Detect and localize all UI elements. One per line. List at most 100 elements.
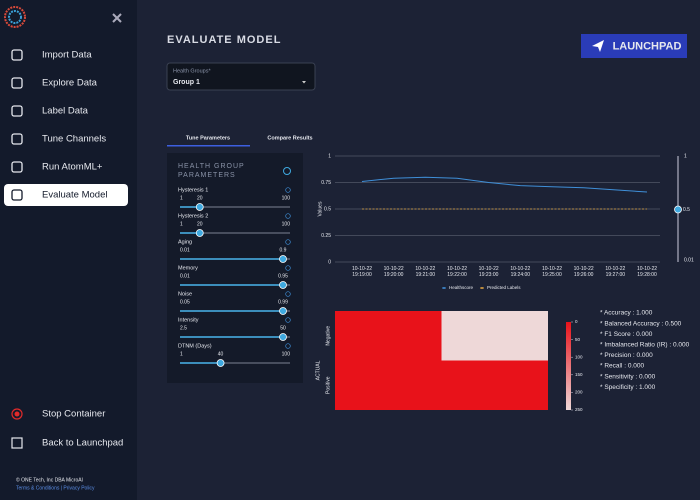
x-tick-label: 10-10-22 19:25:00	[541, 266, 562, 278]
y-axis-label: ACTUAL	[315, 360, 321, 380]
close-button[interactable]	[112, 13, 122, 23]
heatmap-cell	[335, 311, 442, 361]
heatmap-cell	[441, 311, 548, 361]
colorbar-label: 250	[575, 407, 583, 412]
slider-label: Intensity	[178, 317, 199, 323]
sidebar	[0, 0, 137, 500]
active-nav-background	[4, 184, 128, 206]
slider-knob[interactable]	[279, 255, 287, 263]
threshold-knob[interactable]	[674, 205, 682, 214]
launchpad-label[interactable]: LAUNCHPAD	[613, 40, 682, 52]
select-label: Health Groups*	[173, 68, 211, 74]
slider-label: Noise	[178, 291, 192, 297]
nav-icon	[11, 105, 23, 117]
tab[interactable]: Compare Results	[267, 135, 312, 141]
y-tick-label: 0.75	[321, 180, 331, 186]
help-icon	[285, 187, 291, 193]
slider-label: DTNM (Days)	[178, 343, 212, 349]
y-axis-label: Values	[317, 201, 323, 216]
slider-knob[interactable]	[216, 359, 225, 367]
heatmap-cell	[335, 360, 442, 410]
metric: * Balanced Accuracy : 0.500	[600, 320, 682, 327]
tabs: Tune Parameters Compare Results	[167, 135, 313, 147]
nav-item[interactable]: Explore Data	[42, 78, 98, 89]
colorbar-label: 0	[575, 319, 578, 324]
colorbar-label: 50	[575, 337, 581, 342]
nav-icon	[11, 77, 23, 89]
nav-item[interactable]: Tune Channels	[42, 134, 106, 145]
tab[interactable]: Tune Parameters	[186, 135, 230, 141]
nav-icon	[11, 161, 23, 173]
help-icon	[285, 343, 291, 349]
x-tick-box: 10-10-22 19:24:00	[510, 266, 530, 278]
y-tick-label: 0	[328, 259, 331, 265]
nav-item[interactable]: Import Data	[42, 50, 92, 61]
colorbar	[566, 322, 571, 410]
y-tick-label: 0.25	[321, 233, 331, 239]
legend-dot	[443, 287, 445, 289]
y-tick-label: 1	[328, 153, 331, 159]
slider-value: 20	[197, 195, 203, 201]
metric: * Precision : 0.000	[600, 352, 653, 359]
select-value[interactable]: Group 1	[173, 79, 200, 86]
nav-icon	[11, 189, 23, 201]
charts: 0 0.25 0.5 0.75 1 Values 10-10-22 19:19:00 10-1…	[315, 153, 694, 412]
threshold-value: 0.5	[683, 207, 690, 213]
slider-knob[interactable]	[279, 333, 287, 341]
slider-label: Memory	[178, 265, 198, 271]
x-tick-label: 10-10-22 19:20:00	[383, 266, 404, 278]
logo	[4, 6, 26, 28]
x-tick-box: 10-10-22 19:25:00	[541, 266, 562, 278]
slider-max: 0.9	[280, 247, 287, 253]
slider-max: 100	[282, 195, 291, 201]
slider-max: 100	[282, 351, 291, 357]
launchpad-icon	[592, 40, 604, 52]
nav-item[interactable]: Run AtomML+	[42, 162, 103, 173]
threshold-max: 1	[684, 153, 687, 159]
help-icon	[285, 265, 291, 271]
copyright: © ONE Tech, Inc DBA MicroAI	[16, 476, 83, 483]
back-icon	[11, 437, 23, 449]
slider-knob[interactable]	[279, 281, 287, 289]
x-tick-label: 10-10-22 19:27:00	[605, 266, 626, 278]
legend-label: Healthscore	[449, 285, 474, 290]
nav-item[interactable]: Label Data	[42, 106, 89, 117]
slider-label: Hysteresis 2	[178, 213, 208, 219]
colorbar-label: 100	[575, 354, 583, 359]
slider-label: Hysteresis 1	[178, 187, 208, 193]
parameters-panel	[167, 153, 303, 383]
nav-item[interactable]: Stop Container	[42, 409, 105, 420]
nav-item[interactable]: Evaluate Model	[42, 190, 107, 201]
nav-item[interactable]: Back to Launchpad	[42, 438, 123, 449]
threshold-min: 0.01	[684, 257, 694, 263]
slider-max: 100	[282, 221, 291, 227]
slider-value: 20	[197, 221, 203, 227]
x-tick-box: 10-10-22 19:28:00	[637, 266, 657, 278]
refresh-icon[interactable]	[283, 167, 291, 175]
y-tick-label: 0.5	[324, 206, 331, 212]
slider-knob[interactable]	[195, 229, 204, 237]
x-tick-label: 10-10-22 19:21:00	[415, 266, 436, 278]
group-select[interactable]	[166, 62, 316, 91]
stop-icon	[11, 408, 23, 420]
legend-dot	[481, 287, 483, 289]
metric: * F1 Score : 0.000	[600, 331, 653, 338]
slider-label: Aging	[178, 239, 192, 245]
row-label: Positive	[325, 376, 331, 394]
metric: * Sensitivity : 0.000	[600, 373, 656, 380]
legend-label: Predicted Labels	[487, 285, 521, 290]
row-label: Negative	[325, 326, 331, 346]
slider-min: 1	[180, 195, 183, 201]
stop-icon-dot	[14, 411, 20, 417]
nav-icon	[11, 133, 23, 145]
colorbar-label: 200	[575, 390, 583, 395]
slider-knob[interactable]	[279, 307, 287, 315]
slider-value: 40	[218, 351, 224, 357]
sliders: Hysteresis 1 1 20 100 Hysteresis 2 1 20 100 Agin…	[178, 187, 291, 367]
slider-knob[interactable]	[195, 203, 204, 211]
metric: * Specificity : 1.000	[600, 384, 656, 391]
slider-min: 1	[180, 221, 183, 227]
slider-max: 50	[280, 325, 286, 331]
slider-min: 1	[180, 351, 183, 357]
footer-links[interactable]: Terms & Conditions | Privacy Policy	[16, 485, 95, 491]
